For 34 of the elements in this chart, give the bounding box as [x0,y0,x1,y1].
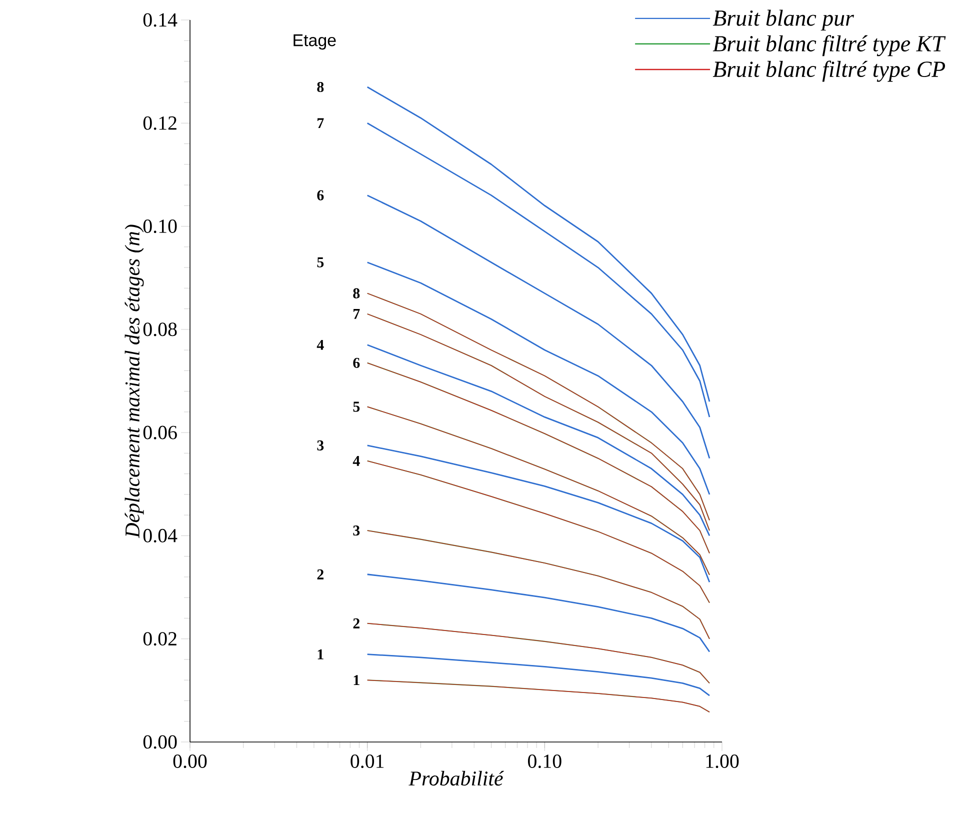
annotation: 2 [353,618,360,628]
y-tick-label: 0.00 [143,735,177,749]
annotation: 7 [354,309,360,319]
annotation: 6 [317,190,324,200]
x-tick-label: 0.00 [173,754,207,768]
annotation: 4 [316,340,324,350]
legend-label: Bruit blanc pur [712,10,854,30]
y-axis-title: Déplacement maximal des étages (m) [124,224,144,538]
annotation: 8 [353,288,360,298]
annotation: 5 [353,402,360,412]
annotation: 6 [353,358,360,368]
annotation: 3 [317,440,324,450]
y-tick-label: 0.08 [143,322,177,336]
annotation: 5 [317,257,324,268]
annotation: 3 [353,526,360,536]
x-tick-label: 1.00 [706,754,739,768]
annotation: 7 [318,118,324,128]
annotation: 2 [317,569,324,580]
legend-label: Bruit blanc filtré type CP [712,60,946,82]
legend-label: Bruit blanc filtré type KT [712,35,946,56]
y-tick-label: 0.04 [143,528,178,542]
annotation: 1 [354,675,360,686]
x-tick-label: 0.01 [350,754,384,768]
annotation: Etage [294,34,336,50]
x-tick-label: 0.10 [528,754,562,768]
y-tick-label: 0.14 [143,13,178,27]
annotation: 1 [318,649,324,660]
y-tick-label: 0.10 [143,220,177,234]
y-tick-label: 0.12 [143,116,176,130]
x-axis-title: Probabilité [408,770,504,786]
y-tick-label: 0.02 [143,632,176,646]
annotation: 8 [317,82,324,92]
annotation: 4 [352,456,360,466]
y-tick-label: 0.06 [143,426,177,440]
